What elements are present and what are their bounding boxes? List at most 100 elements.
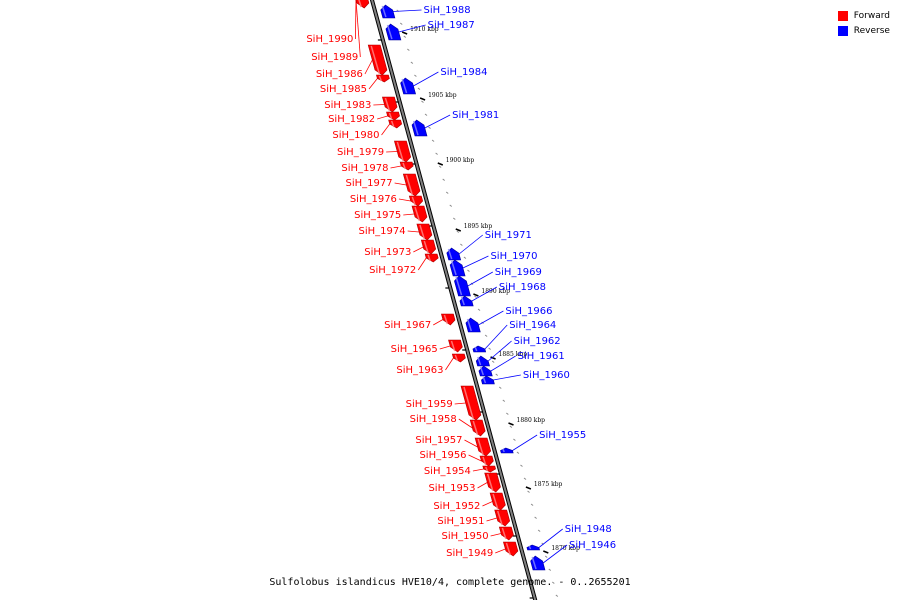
gene-highlight xyxy=(474,346,478,352)
gene-label[interactable]: SiH_1953 xyxy=(428,483,475,494)
leader-line xyxy=(403,213,415,216)
gene-label[interactable]: SiH_1959 xyxy=(406,399,453,410)
minor-tick xyxy=(530,503,534,506)
gene-label[interactable]: SiH_1950 xyxy=(441,531,488,542)
gene-label[interactable]: SiH_1981 xyxy=(452,110,499,121)
gene-highlight xyxy=(451,260,457,276)
gene-arrow-sih-1988 xyxy=(380,4,396,19)
genome-axis xyxy=(369,0,538,600)
minor-tick xyxy=(445,191,449,194)
leader-line xyxy=(393,9,422,12)
minor-tick xyxy=(399,22,403,25)
major-tick xyxy=(437,162,444,166)
gene-highlight xyxy=(384,97,391,112)
gene-label[interactable]: SiH_1960 xyxy=(523,370,570,381)
gene-highlight xyxy=(454,354,459,362)
gene-label[interactable]: SiH_1970 xyxy=(490,251,537,262)
gene-label[interactable]: SiH_1967 xyxy=(384,320,431,331)
axis-line xyxy=(370,0,537,600)
gene-arrow-sih-1946 xyxy=(530,555,546,571)
major-tick xyxy=(473,293,479,297)
minor-tick xyxy=(467,269,470,272)
minor-tick xyxy=(484,334,488,337)
tick-label: 1870 kbp xyxy=(551,545,580,552)
gene-label[interactable]: SiH_1973 xyxy=(364,247,411,258)
gene-label[interactable]: SiH_1985 xyxy=(320,84,367,95)
gene-label[interactable]: SiH_1948 xyxy=(565,524,612,535)
gene-label[interactable]: SiH_1982 xyxy=(328,114,375,125)
gene-highlight xyxy=(370,45,381,75)
gene-label[interactable]: SiH_1980 xyxy=(332,130,379,141)
leader-line xyxy=(398,24,426,33)
leader-line xyxy=(413,246,424,253)
gene-highlight xyxy=(460,296,465,306)
leader-line xyxy=(512,434,538,451)
legend-item-reverse: Reverse xyxy=(837,23,890,38)
gene-arrow-sih-1976 xyxy=(408,195,424,207)
major-tick xyxy=(401,31,408,35)
gene-label[interactable]: SiH_1954 xyxy=(424,466,471,477)
gene-arrow-sih-1980 xyxy=(388,119,403,129)
minor-tick xyxy=(428,126,431,129)
leader-line xyxy=(377,115,388,120)
gene-highlight xyxy=(505,542,511,556)
gene-arrow-sih-1967 xyxy=(441,313,456,326)
minor-tick xyxy=(555,594,559,597)
gene-label[interactable]: SiH_1946 xyxy=(569,540,616,551)
minor-tick xyxy=(527,490,530,493)
leader-line xyxy=(433,319,444,326)
minor-tick xyxy=(460,243,463,246)
minor-ticks xyxy=(377,9,559,599)
gene-highlight xyxy=(531,556,537,570)
gene-label[interactable]: SiH_1975 xyxy=(354,210,401,221)
gene-label[interactable]: SiH_1979 xyxy=(337,147,384,158)
gene-label[interactable]: SiH_1955 xyxy=(539,430,586,441)
gene-label[interactable]: SiH_1963 xyxy=(396,365,443,376)
leader-line xyxy=(413,71,439,87)
leader-line xyxy=(493,374,521,381)
leader-line xyxy=(542,544,568,564)
gene-label[interactable]: SiH_1986 xyxy=(316,69,363,80)
gene-label[interactable]: SiH_1974 xyxy=(359,226,406,237)
gene-arrow-sih-1987 xyxy=(385,23,402,41)
gene-label[interactable]: SiH_1968 xyxy=(499,282,546,293)
gene-highlight xyxy=(427,254,431,262)
gene-label[interactable]: SiH_1949 xyxy=(446,548,493,559)
gene-label[interactable]: SiH_1965 xyxy=(391,344,438,355)
gene-label[interactable]: SiH_1956 xyxy=(419,450,466,461)
gene-label[interactable]: SiH_1989 xyxy=(311,52,358,63)
gene-label[interactable]: SiH_1978 xyxy=(341,163,388,174)
gene-label[interactable]: SiH_1961 xyxy=(518,351,565,362)
major-ticks: 1910 kbp 1905 kbp 1900 kbp 1895 kbp 1890 kbp… xyxy=(401,26,580,554)
gene-label[interactable]: SiH_1952 xyxy=(433,501,480,512)
gene-highlight xyxy=(502,448,505,453)
gene-label[interactable]: SiH_1976 xyxy=(350,194,397,205)
gene-label[interactable]: SiH_1962 xyxy=(514,336,561,347)
minor-tick xyxy=(495,373,499,376)
minor-tick xyxy=(552,581,555,584)
gene-label[interactable]: SiH_1977 xyxy=(345,178,392,189)
leader-line xyxy=(368,78,378,90)
minor-tick xyxy=(463,256,467,259)
gene-label[interactable]: SiH_1984 xyxy=(440,67,487,78)
legend-label-reverse: Reverse xyxy=(853,25,890,36)
gene-label[interactable]: SiH_1966 xyxy=(505,306,552,317)
leader-line xyxy=(381,123,391,136)
gene-label[interactable]: SiH_1951 xyxy=(437,516,484,527)
gene-highlight xyxy=(405,174,414,196)
gene-highlight xyxy=(477,438,484,456)
gene-label[interactable]: SiH_1990 xyxy=(306,34,353,45)
gene-label[interactable]: SiH_1957 xyxy=(415,435,462,446)
gene-label[interactable]: SiH_1964 xyxy=(509,320,556,331)
gene-label[interactable]: SiH_1983 xyxy=(324,100,371,111)
legend: Forward Reverse xyxy=(837,8,890,38)
gene-label[interactable]: SiH_1987 xyxy=(428,20,475,31)
gene-label[interactable]: SiH_1958 xyxy=(410,414,457,425)
gene-highlight xyxy=(378,75,383,82)
gene-label[interactable]: SiH_1988 xyxy=(424,5,471,16)
gene-arrow-sih-1978 xyxy=(399,161,414,171)
gene-label[interactable]: SiH_1969 xyxy=(495,267,542,278)
gene-label[interactable]: SiH_1971 xyxy=(485,230,532,241)
minor-tick xyxy=(414,74,417,77)
gene-label[interactable]: SiH_1972 xyxy=(369,265,416,276)
